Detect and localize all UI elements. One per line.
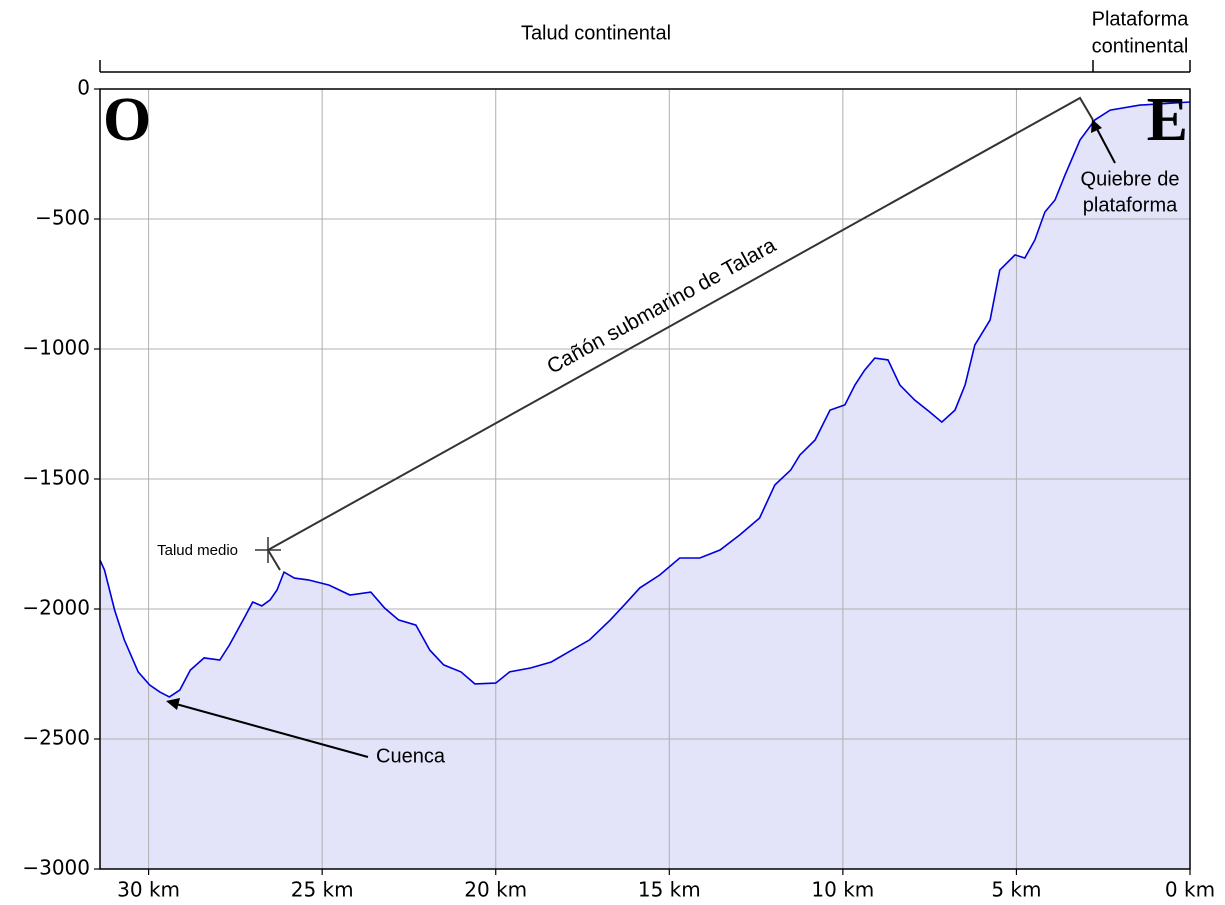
x-tick-label: 10 km [811, 878, 874, 902]
mid-slope-label: Talud medio [157, 542, 238, 559]
area-fill [100, 102, 1190, 869]
west-label: O [103, 86, 151, 154]
x-tick-label: 20 km [464, 878, 527, 902]
x-tick-label: 25 km [291, 878, 354, 902]
y-tick-label: −2000 [22, 596, 90, 620]
x-tick-label: 30 km [117, 878, 180, 902]
top-label: continental [1092, 35, 1189, 57]
plot: 30 km 25 km 20 km 15 km 10 km 5 km 0 km 0 −500 −1… [22, 76, 1215, 902]
x-tick-label: 5 km [991, 878, 1041, 902]
y-tick-label: 0 [77, 76, 90, 100]
arrow-head [1091, 119, 1102, 133]
x-tick-label: 15 km [638, 878, 701, 902]
top-label: Talud continental [521, 22, 671, 44]
basin-label: Cuenca [376, 745, 446, 767]
arrow [1096, 128, 1116, 164]
shelf-break-label: plataforma [1083, 194, 1178, 216]
east-label: E [1147, 86, 1188, 154]
y-tick-label: −500 [35, 206, 90, 230]
canyon-line [266, 96, 1094, 571]
shelf-break-label: Quiebre de [1081, 168, 1180, 190]
arrow-head [166, 698, 180, 710]
top-label: Plataforma [1092, 8, 1190, 30]
canyon-label: Cañón submarino de Talara [543, 234, 780, 379]
y-tick-label: −3000 [22, 856, 90, 880]
y-tick-label: −1500 [22, 466, 90, 490]
profile-line [99, 101, 1191, 698]
y-tick-label: −2500 [22, 726, 90, 750]
arrow [175, 703, 369, 758]
y-tick-label: −1000 [22, 336, 90, 360]
x-tick-label: 0 km [1165, 878, 1215, 902]
